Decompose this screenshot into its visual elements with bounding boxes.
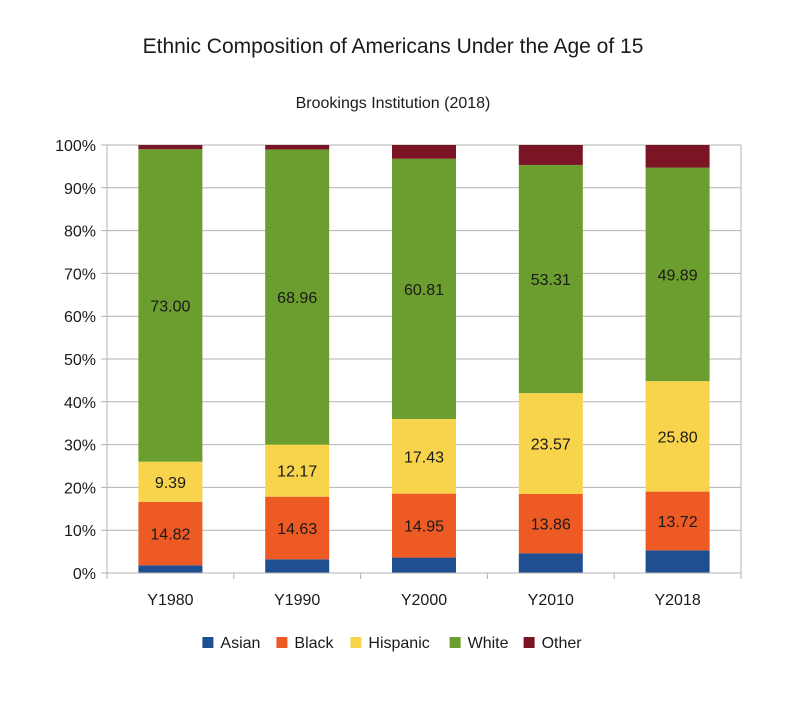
legend-label: White <box>468 635 509 652</box>
bar-segment-asian <box>392 557 456 573</box>
bar-segment-white <box>518 164 583 394</box>
legend-swatch-white <box>449 637 461 648</box>
legend-swatch-other <box>523 637 535 648</box>
data-label: 9.39 <box>155 475 186 492</box>
data-label: 14.82 <box>150 527 190 544</box>
legend-label: Black <box>294 635 334 652</box>
bar-segment-other <box>265 145 330 150</box>
y-tick-label: 20% <box>64 480 96 497</box>
bar-segment-asian <box>518 553 583 573</box>
bar-segment-white <box>645 167 710 382</box>
bar-segment-white <box>138 149 203 462</box>
legend-label: Hispanic <box>368 635 429 652</box>
data-label: 17.43 <box>404 449 444 466</box>
y-tick-label: 90% <box>64 181 96 198</box>
bar-segment-other <box>138 145 203 150</box>
y-tick-label: 100% <box>55 138 96 155</box>
x-tick-label: Y2010 <box>528 592 574 609</box>
data-labels: 14.82 9.39 73.00 14.63 12.17 68.96 14.95 17.43 6… <box>150 267 697 543</box>
bar-segment-hispanic <box>265 444 330 497</box>
y-tick-label: 70% <box>64 266 96 283</box>
bar-segment-hispanic <box>138 461 203 502</box>
bar-segment-black <box>265 496 330 560</box>
bar-segment-black <box>645 491 710 551</box>
bar-segment-asian <box>138 565 203 573</box>
bar-segment-black <box>518 493 583 554</box>
data-label: 60.81 <box>404 282 444 299</box>
legend: Asian Black Hispanic White Other <box>202 635 582 652</box>
y-tick-label: 40% <box>64 395 96 412</box>
data-label: 73.00 <box>150 298 190 315</box>
legend-swatch-black <box>276 637 288 648</box>
bar-segment-white <box>265 149 330 445</box>
y-tick-label: 50% <box>64 352 96 369</box>
data-label: 53.31 <box>531 272 571 289</box>
legend-swatch-hispanic <box>350 637 362 648</box>
bars <box>138 145 710 573</box>
legend-label: Asian <box>220 635 260 652</box>
x-tick-label: Y1980 <box>147 592 193 609</box>
bar-segment-asian <box>265 559 330 573</box>
y-tick-label: 10% <box>64 523 96 540</box>
bar-segment-white <box>392 158 456 420</box>
bar-segment-hispanic <box>645 381 710 492</box>
data-label: 68.96 <box>277 290 317 307</box>
data-label: 14.95 <box>404 519 444 536</box>
x-tick-label: Y2018 <box>654 592 700 609</box>
bar-segment-other <box>392 145 456 159</box>
data-label: 13.86 <box>531 517 571 534</box>
data-label: 14.63 <box>277 521 317 538</box>
bar-segment-hispanic <box>392 419 456 494</box>
data-label: 25.80 <box>658 429 698 446</box>
data-label: 12.17 <box>277 464 317 481</box>
y-tick-label: 0% <box>73 566 96 583</box>
data-label: 49.89 <box>658 267 698 284</box>
y-tick-label: 60% <box>64 309 96 326</box>
x-tick-label: Y1990 <box>274 592 320 609</box>
y-tick-label: 80% <box>64 224 96 241</box>
bar-segment-other <box>518 145 583 165</box>
legend-label: Other <box>542 635 583 652</box>
bar-segment-hispanic <box>518 393 583 494</box>
bar-segment-black <box>392 493 456 558</box>
data-label: 23.57 <box>531 437 571 454</box>
bar-segment-asian <box>645 550 710 573</box>
data-label: 13.72 <box>658 514 698 531</box>
axes: 0% 10% 20% 30% 40% 50% 60% 70% 80% 90% 100% Y1980 Y1… <box>55 138 742 609</box>
y-tick-label: 30% <box>64 438 96 455</box>
x-tick-label: Y2000 <box>401 592 447 609</box>
chart-title: Ethnic Composition of Americans Under th… <box>143 35 644 58</box>
bar-segment-black <box>138 501 203 566</box>
legend-swatch-asian <box>202 637 214 648</box>
chart-subtitle: Brookings Institution (2018) <box>296 95 491 112</box>
bar-segment-other <box>645 145 710 168</box>
